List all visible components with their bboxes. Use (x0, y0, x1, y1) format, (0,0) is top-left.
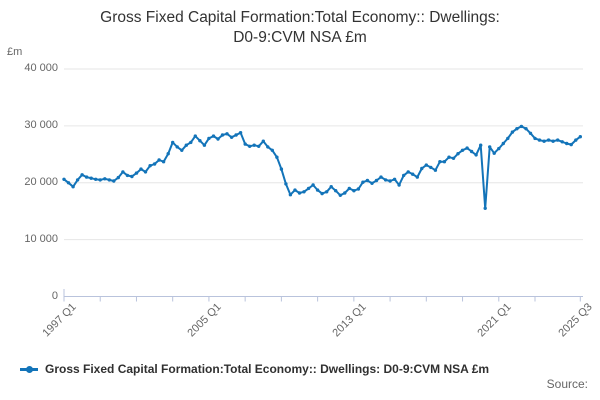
page-title-line1: Gross Fixed Capital Formation:Total Econ… (100, 9, 500, 26)
y-axis-tick-label: 40 000 (24, 62, 58, 74)
legend-item[interactable]: Gross Fixed Capital Formation:Total Econ… (20, 362, 489, 376)
series-markers[interactable] (62, 124, 582, 210)
series-line[interactable] (63, 125, 582, 210)
y-axis-tick-label: 10 000 (24, 233, 58, 245)
y-axis-tick-label: 0 (51, 290, 58, 302)
gridlines (64, 68, 583, 241)
y-axis-unit-label: £m (7, 46, 23, 58)
y-axis-tick-label: 20 000 (24, 176, 58, 188)
legend-label: Gross Fixed Capital Formation:Total Econ… (45, 362, 490, 376)
source-label: Source: (546, 377, 588, 391)
page-title-line2: D0-9:CVM NSA £m (233, 29, 367, 46)
page-title: Gross Fixed Capital Formation:Total Econ… (20, 8, 580, 48)
legend-line-marker-icon (20, 365, 38, 373)
x-axis-line (63, 289, 583, 297)
y-axis-tick-label: 30 000 (24, 119, 58, 131)
x-axis-ticks (63, 296, 581, 302)
